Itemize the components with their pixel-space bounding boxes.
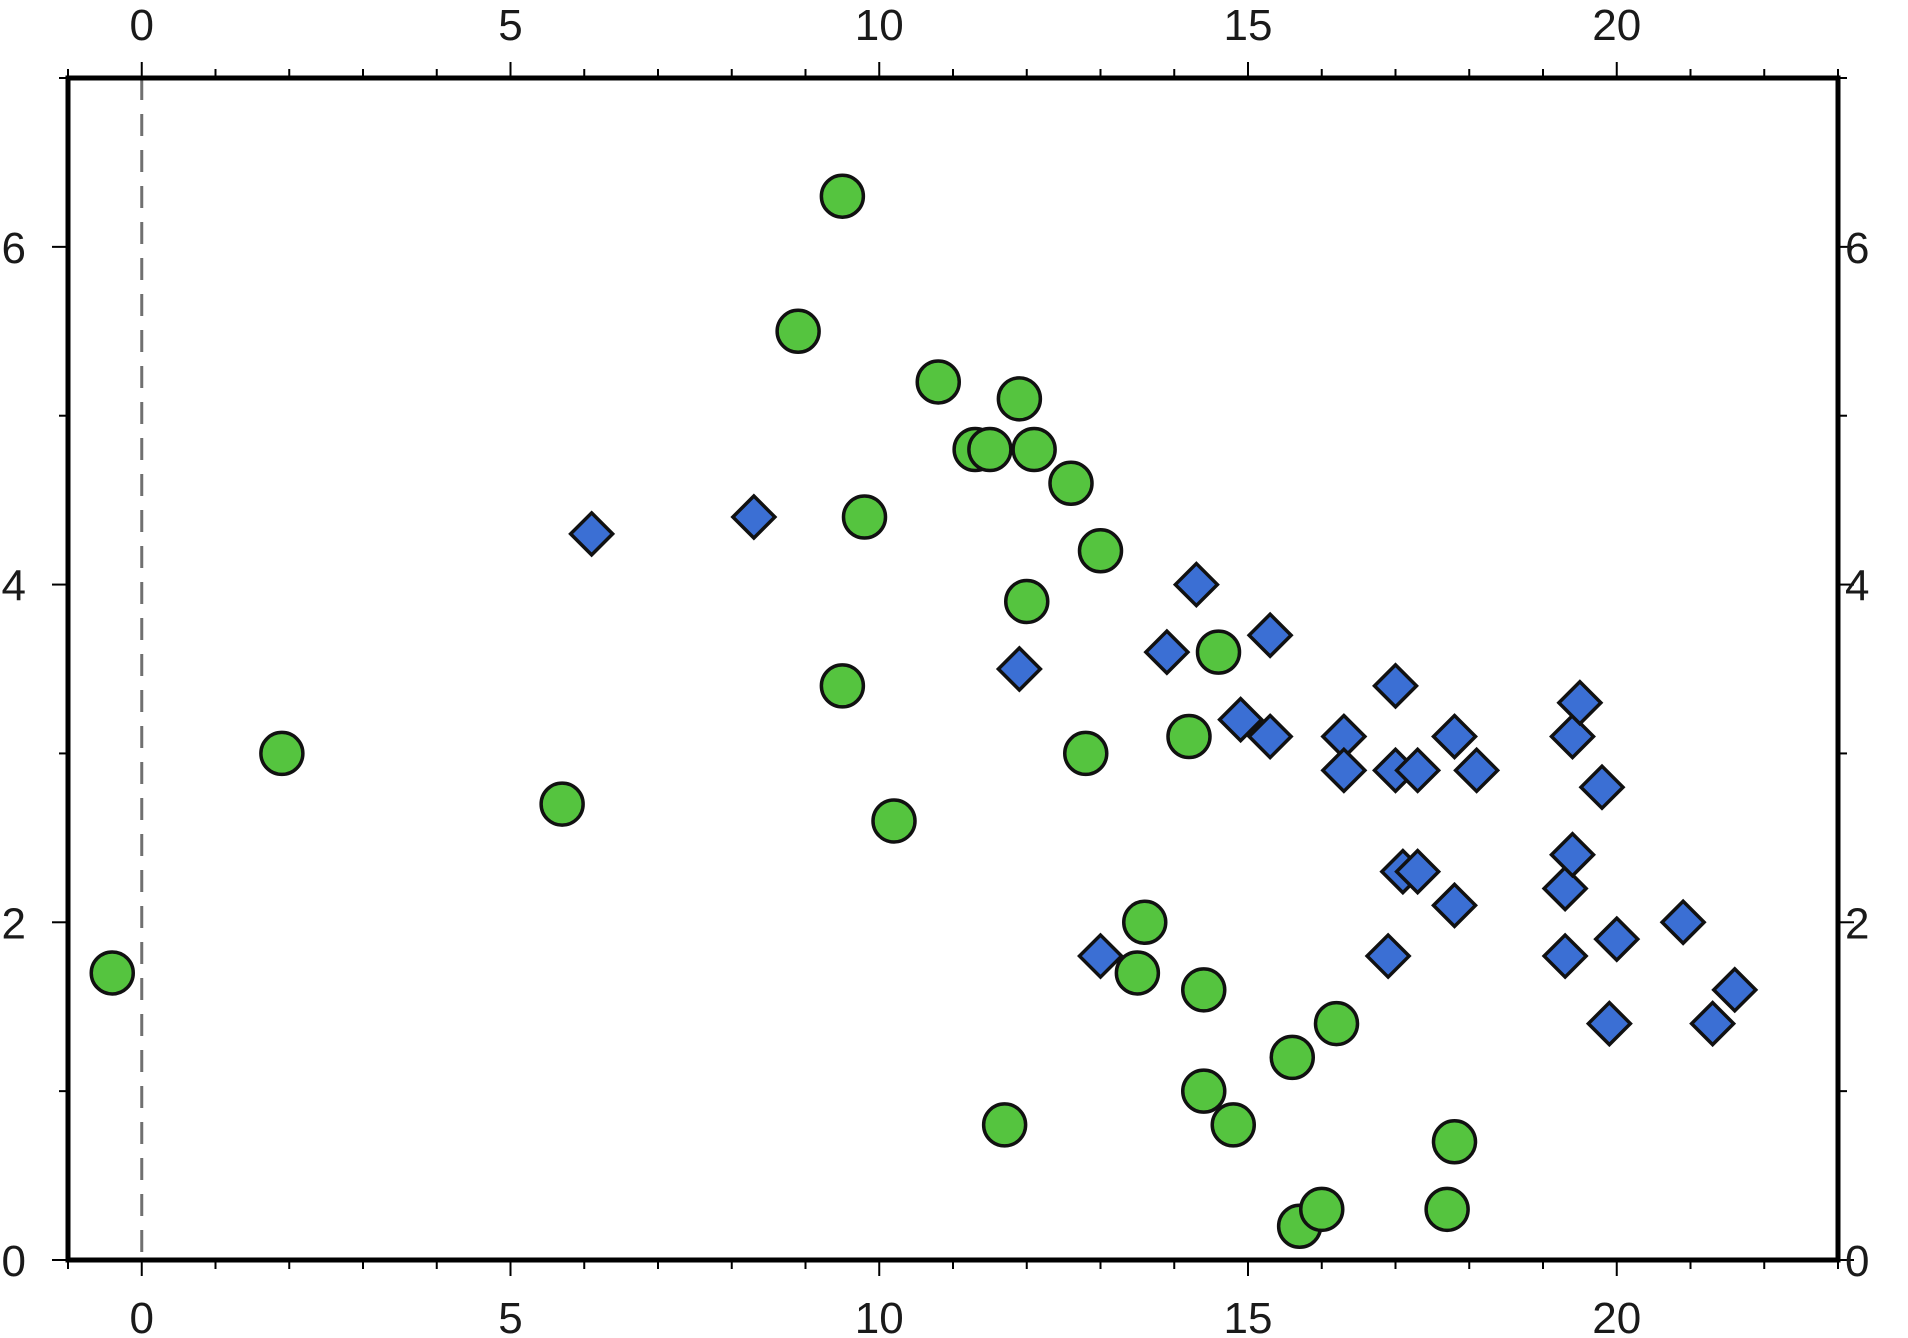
data-points: [89, 173, 1759, 1249]
y-tick-label-right: 6: [1845, 224, 1869, 273]
diamond-point: [1578, 763, 1626, 811]
diamond-point: [1689, 1000, 1737, 1048]
circle-point: [1195, 629, 1242, 675]
diamond-point: [1453, 746, 1501, 794]
circle-point: [915, 359, 961, 405]
tick-labels: 0 0 5 5 10 10 15 15 20 20 0 0 2 2 4 4 6 6: [2, 1, 1870, 1338]
diamond-point: [1217, 696, 1265, 744]
circle-point: [259, 730, 305, 777]
diamond-point: [1541, 932, 1589, 980]
circle-point: [1063, 730, 1109, 777]
diamond-point: [1172, 561, 1220, 609]
circle-point: [1114, 950, 1161, 996]
diamond-point: [1659, 898, 1707, 946]
circle-point: [1431, 1119, 1478, 1165]
circle-point: [871, 798, 917, 844]
diamond-point: [1549, 713, 1596, 761]
x-tick-label-top: 20: [1592, 1, 1641, 50]
x-tick-label-top: 10: [855, 1, 904, 50]
diamond-point: [1364, 932, 1412, 980]
circle-point: [996, 376, 1043, 422]
diamond-point: [1394, 746, 1442, 794]
circle-point: [819, 173, 866, 219]
x-tick-label-bottom: 10: [855, 1294, 904, 1338]
circle-point: [1299, 1186, 1345, 1233]
diamond-point: [995, 645, 1043, 693]
diamond-point: [1246, 611, 1294, 659]
circle-point: [1004, 578, 1050, 625]
diamond-point: [1431, 713, 1478, 761]
circle-point: [819, 663, 866, 709]
y-tick-label-left: 0: [2, 1237, 26, 1286]
circle-point: [1181, 1068, 1227, 1114]
diamond-point: [730, 493, 778, 541]
diamond-point: [1372, 662, 1419, 710]
circle-point: [967, 426, 1013, 473]
circle-point: [981, 1102, 1028, 1148]
circle-point: [1424, 1186, 1470, 1233]
diamond-point: [1549, 831, 1596, 879]
x-tick-label-bottom: 0: [130, 1294, 154, 1338]
diamond-point: [1431, 881, 1478, 929]
diamond-point: [1246, 713, 1294, 761]
circle-point: [1181, 967, 1227, 1013]
circle-point: [1210, 1102, 1256, 1148]
circle-point: [775, 308, 821, 355]
circle-point: [1166, 713, 1212, 760]
circle-point: [841, 494, 888, 540]
axis-ticks: [52, 62, 1854, 1276]
circle-point: [1313, 1000, 1360, 1047]
x-tick-label-bottom: 15: [1224, 1294, 1273, 1338]
y-tick-label-left: 6: [2, 224, 26, 273]
diamond-point: [1593, 915, 1641, 963]
diamond-point: [1143, 628, 1191, 676]
diamond-point: [1394, 848, 1442, 896]
x-tick-label-bottom: 5: [498, 1294, 522, 1338]
circle-point: [539, 781, 585, 827]
diamond-point: [568, 510, 616, 558]
plot-frame: [65, 75, 1841, 1263]
circle-point: [1011, 426, 1057, 473]
y-tick-label-left: 4: [2, 562, 26, 611]
x-tick-label-top: 15: [1224, 1, 1273, 50]
y-tick-label-right: 0: [1845, 1237, 1869, 1286]
x-tick-label-top: 0: [130, 1, 154, 50]
diamond-point: [1711, 966, 1759, 1014]
circle-point: [1122, 899, 1168, 946]
circle-point: [1048, 460, 1094, 507]
diamond-point: [1556, 679, 1604, 727]
diamond-point: [1320, 746, 1368, 794]
y-tick-label-left: 2: [2, 899, 26, 948]
circle-point: [1269, 1034, 1315, 1081]
diamond-point: [1585, 1000, 1633, 1048]
x-tick-label-bottom: 20: [1592, 1294, 1641, 1338]
circle-point: [1077, 528, 1124, 574]
x-tick-label-top: 5: [498, 1, 522, 50]
y-tick-label-right: 2: [1845, 899, 1869, 948]
circle-point: [89, 950, 135, 996]
diamond-point: [1077, 932, 1124, 980]
diamond-point: [1541, 865, 1589, 912]
y-tick-label-right: 4: [1845, 562, 1869, 611]
